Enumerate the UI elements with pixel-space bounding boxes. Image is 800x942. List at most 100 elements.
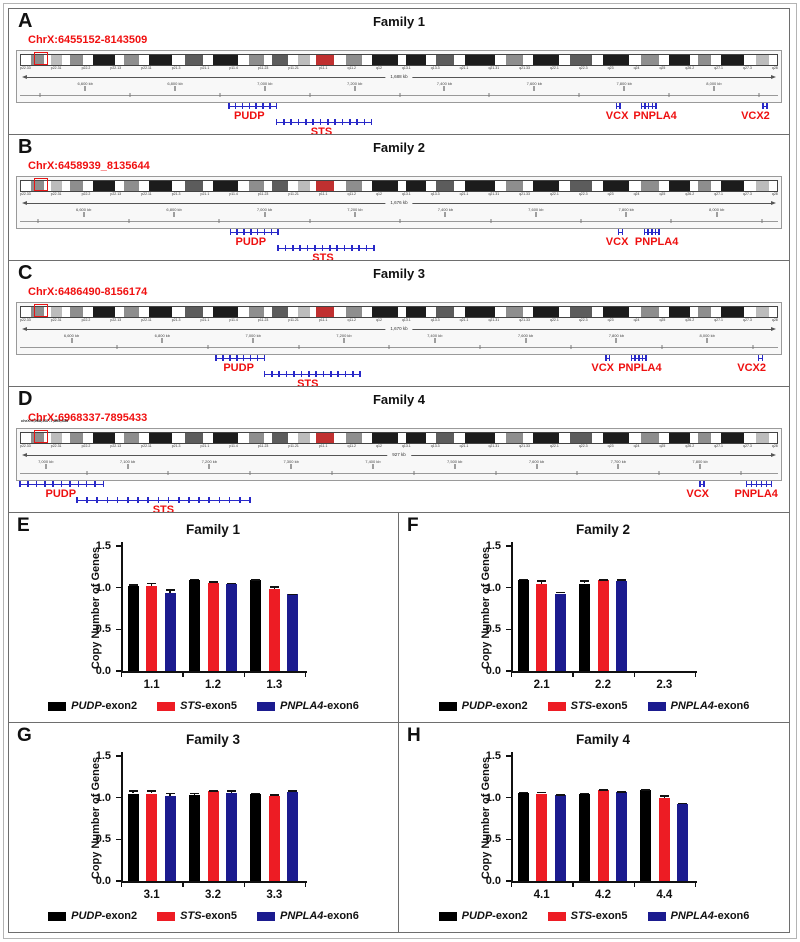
gene-model-vcx xyxy=(604,355,611,361)
ideogram-band xyxy=(426,307,436,317)
x-tick xyxy=(121,882,123,887)
gene-exon-tick xyxy=(249,355,252,361)
cytoband-label: q13.3 xyxy=(430,444,440,448)
ideogram-band xyxy=(171,55,186,65)
ideogram-band xyxy=(50,433,63,443)
gene-exon-tick xyxy=(94,481,96,487)
cytoband-label: p22.31 xyxy=(50,318,62,322)
cytoband-label: q27.3 xyxy=(743,192,752,196)
gene-exon-tick xyxy=(283,119,285,125)
span-ruler: 1,670 kb xyxy=(20,325,778,333)
genome-panel-family1: A Family 1 ChrX:6455152-8143509 p22.33 p2… xyxy=(8,8,790,138)
y-tick-label: 0.5 xyxy=(485,623,501,636)
gene-exon-tick xyxy=(235,355,238,361)
error-bar-cap xyxy=(165,792,175,795)
gene-label-pudp: PUDP xyxy=(233,110,265,122)
ideogram-band xyxy=(248,181,264,191)
cytoband-label: q28 xyxy=(771,192,778,196)
chart-legend: PUDP-exon2 STS-exon5 PNPLA4-exon6 xyxy=(9,910,398,922)
ruler-minor-tick xyxy=(399,93,401,97)
ideogram-band xyxy=(62,55,71,65)
ideogram-band xyxy=(271,307,289,317)
x-tick xyxy=(305,882,307,887)
legend-label: PUDP-exon2 xyxy=(461,700,528,712)
ideogram-band xyxy=(711,181,722,191)
chromosome-ideogram xyxy=(20,306,778,318)
gene-exon-tick xyxy=(315,371,317,377)
ruler-tick-label: 7,600 kb xyxy=(526,81,542,86)
gene-exon-tick xyxy=(365,245,368,251)
cytoband-label: q22.3 xyxy=(578,192,588,196)
ideogram-band xyxy=(495,433,507,443)
ideogram-band xyxy=(591,181,604,191)
ruler-major-tick xyxy=(713,86,715,91)
legend-swatch-pnpla4 xyxy=(647,911,666,921)
ideogram-band xyxy=(62,433,71,443)
gene-exon-tick xyxy=(312,119,314,125)
legend-item: PUDP-exon2 xyxy=(438,910,528,922)
cytoband-label: p22.11 xyxy=(141,444,152,448)
ideogram-band xyxy=(345,55,363,65)
ideogram-band xyxy=(114,433,125,443)
legend-item: STS-exon5 xyxy=(157,700,237,712)
ideogram-band xyxy=(263,55,272,65)
y-tick-label: 0.5 xyxy=(95,833,111,846)
gene-exon-tick xyxy=(293,371,295,377)
y-tick-label: 1.0 xyxy=(485,791,501,804)
panel-letter: E xyxy=(17,515,30,536)
x-category-label: 2.3 xyxy=(656,679,673,691)
bar-pnpla4-2.1 xyxy=(554,593,566,671)
ruler-minor-tick xyxy=(479,345,481,349)
cytoband-label: q22.1 xyxy=(550,444,559,448)
ideogram-band xyxy=(263,433,272,443)
cytoband-label: p11.1 xyxy=(318,66,328,70)
ideogram-band xyxy=(21,181,31,191)
ruler-major-tick xyxy=(623,86,625,91)
bar-sts-4.4 xyxy=(658,797,670,881)
ideogram-band xyxy=(83,307,94,317)
gene-model-pnpla4 xyxy=(640,103,657,109)
gene-label-pudp: PUDP xyxy=(45,488,77,500)
ideogram-band xyxy=(406,181,427,191)
ideogram-band xyxy=(711,307,722,317)
ideogram-band xyxy=(114,55,125,65)
x-category-label: 3.1 xyxy=(143,889,160,901)
gene-model-pnpla4 xyxy=(745,481,773,487)
bar-pnpla4-1.2 xyxy=(226,584,237,671)
ideogram-band xyxy=(495,307,507,317)
y-tick-label: 1.0 xyxy=(95,581,111,594)
ruler-minor-tick xyxy=(219,93,221,97)
legend-item: PNPLA4-exon6 xyxy=(257,700,359,712)
ideogram-band xyxy=(50,181,63,191)
ideogram-band xyxy=(316,55,335,65)
left-arrow-icon xyxy=(22,201,27,205)
gene-exon-tick xyxy=(344,371,347,377)
gene-label-vcx: VCX xyxy=(605,110,629,122)
bar-sts-3.1 xyxy=(146,793,158,881)
ideogram-band xyxy=(309,181,317,191)
error-bar-cap xyxy=(678,802,688,805)
ruler-tick-label: 7,800 kb xyxy=(608,333,625,338)
cytoband-label: p11.21 xyxy=(288,318,299,322)
gene-exon-tick xyxy=(330,371,332,377)
gene-exon-tick xyxy=(651,103,654,109)
gene-exon-tick xyxy=(604,355,607,361)
left-arrow-icon xyxy=(22,453,27,457)
ideogram-band xyxy=(591,55,604,65)
gene-exon-tick xyxy=(321,245,324,251)
legend-swatch-sts xyxy=(157,911,176,921)
gene-exon-tick xyxy=(157,497,160,503)
cytoband-label: q27.3 xyxy=(743,318,752,322)
ideogram-band xyxy=(591,307,604,317)
panel-letter: A xyxy=(18,10,33,32)
cytoband-label: p21.1 xyxy=(200,66,210,70)
ideogram-band xyxy=(454,433,466,443)
panel-title: Family 2 xyxy=(372,140,426,155)
ideogram-band xyxy=(237,181,249,191)
cytoband-label: q12 xyxy=(376,444,382,448)
ruler-tick-label: 7,400 kb xyxy=(365,459,381,464)
ruler-major-tick xyxy=(706,338,708,343)
bar-pudp-1.1 xyxy=(127,586,139,671)
chart-legend: PUDP-exon2 STS-exon5 PNPLA4-exon6 xyxy=(399,700,789,712)
gene-label-pnpla4: PNPLA4 xyxy=(618,362,662,374)
